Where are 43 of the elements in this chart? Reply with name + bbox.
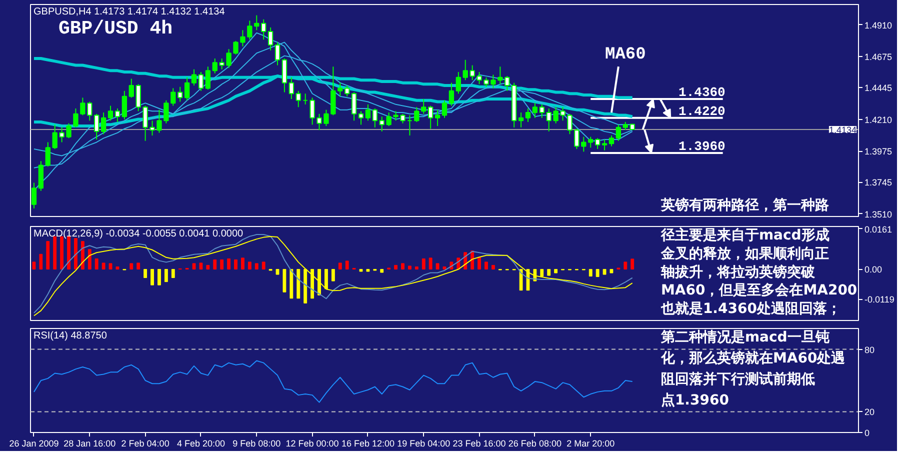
ref-line-label: 1.3960 [678, 139, 726, 154]
annotation: 点1.3960 [660, 392, 730, 408]
chart-title: GBPUSD,H4 1.4173 1.4174 1.4132 1.4134 [34, 6, 226, 18]
annotation: 金叉的释放，如果顺利向正 [660, 246, 829, 262]
annotation: 阻回落并下行测试前期低 [660, 370, 815, 388]
y-tick-label: 0.00 [864, 264, 882, 275]
y-tick-label: -0.0119 [864, 294, 894, 305]
x-tick-label: 12 Feb 00:00 [286, 438, 339, 448]
annotation: 径主要是来自于macd形成 [660, 226, 830, 244]
y-tick-label: 1.4210 [864, 114, 892, 125]
x-tick-label: 23 Feb 16:00 [452, 438, 506, 448]
annotation: 化，那么英镑就在MA60处遇 [660, 350, 846, 366]
annotation: 第二种情况是macd一旦钝 [660, 330, 830, 346]
y-tick-label: 80 [864, 344, 875, 355]
text: MA60 [605, 46, 646, 65]
y-tick-label: 1.4445 [864, 83, 892, 94]
text: GBP/USD 4h [58, 18, 173, 40]
ref-line-label: 1.4220 [678, 104, 726, 119]
annotation: MA60，但是至多会在MA200 [660, 282, 858, 299]
x-tick-label: 28 Jan 16:00 [64, 438, 116, 448]
annotation: 轴拔升，将拉动英镑突破 [660, 263, 816, 280]
y-tick-label: 1.3745 [864, 178, 892, 188]
y-tick-label: 1.3975 [864, 146, 892, 157]
chart-title: RSI(14) 48.8750 [34, 330, 108, 342]
x-tick-label: 2 Mar 20:00 [566, 438, 615, 448]
x-tick-label: 26 Jan 2009 [9, 438, 59, 448]
x-tick-label: 4 Feb 20:00 [176, 438, 225, 448]
annotation: 也就是1.4360处遇阻回落； [660, 301, 841, 318]
x-tick-label: 16 Feb 12:00 [341, 438, 394, 448]
annotation: 英镑有两种路径，第一种路 [660, 196, 829, 214]
x-tick-label: 19 Feb 04:00 [397, 438, 450, 448]
y-tick-label: 1.3510 [864, 209, 892, 220]
chart-title: MACD(12,26,9) -0.0034 -0.0055 0.0041 0.0000 [34, 228, 244, 240]
y-tick-label: 0 [864, 428, 870, 438]
ref-line-label: 1.4360 [678, 85, 726, 100]
y-tick-label: 20 [864, 407, 875, 418]
x-tick-label: 2 Feb 04:00 [121, 438, 170, 448]
ref-line-label: 1.4134 [828, 125, 857, 136]
x-tick-label: 26 Feb 08:00 [508, 438, 562, 448]
y-tick-label: 1.4910 [864, 20, 892, 30]
x-tick-label: 9 Feb 08:00 [232, 438, 281, 448]
y-tick-label: 0.0161 [864, 224, 892, 234]
y-tick-label: 1.4675 [864, 52, 892, 62]
